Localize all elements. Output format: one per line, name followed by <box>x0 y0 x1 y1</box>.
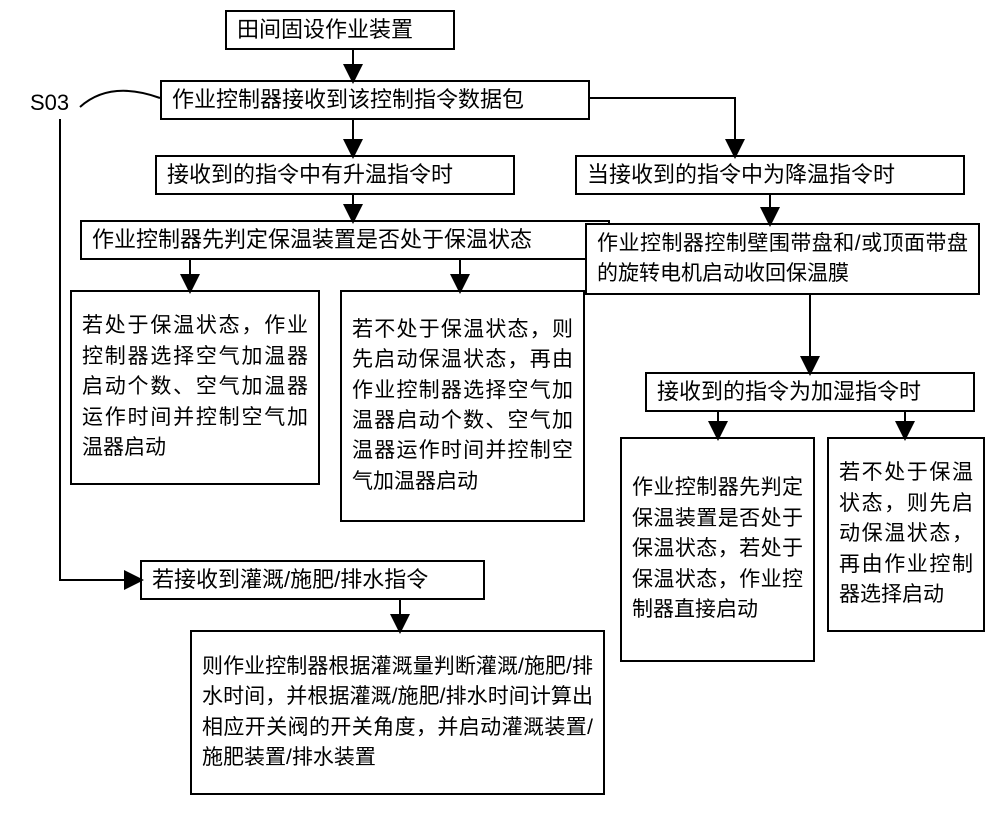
node-controller-receive: 作业控制器接收到该控制指令数据包 <box>160 80 590 120</box>
step-label: S03 <box>30 90 69 116</box>
node-check-insulation: 作业控制器先判定保温装置是否处于保温状态 <box>80 220 610 260</box>
node-cool-command: 当接收到的指令中为降温指令时 <box>575 155 965 195</box>
node-irrigation-action: 则作业控制器根据灌溉量判断灌溉/施肥/排水时间，并根据灌溉/施肥/排水时间计算出… <box>190 630 605 795</box>
node-irrigation-command: 若接收到灌溉/施肥/排水指令 <box>140 560 485 600</box>
node-heat-command: 接收到的指令中有升温指令时 <box>155 155 515 195</box>
node-humidify-insulated: 作业控制器先判定保温装置是否处于保温状态，若处于保温状态，作业控制器直接启动 <box>620 437 815 662</box>
node-field-device: 田间固设作业装置 <box>225 10 455 50</box>
node-insulated-heater: 若处于保温状态，作业控制器选择空气加温器启动个数、空气加温器运作时间并控制空气加… <box>70 290 320 485</box>
node-humidify-command: 接收到的指令为加湿指令时 <box>645 372 975 412</box>
node-humidify-not-insulated: 若不处于保温状态，则先启动保温状态，再由作业控制器选择启动 <box>827 437 985 632</box>
node-retract-film: 作业控制器控制壁围带盘和/或顶面带盘的旋转电机启动收回保温膜 <box>585 223 980 295</box>
node-not-insulated-heater: 若不处于保温状态，则先启动保温状态，再由作业控制器选择空气加温器启动个数、空气加… <box>340 290 585 522</box>
